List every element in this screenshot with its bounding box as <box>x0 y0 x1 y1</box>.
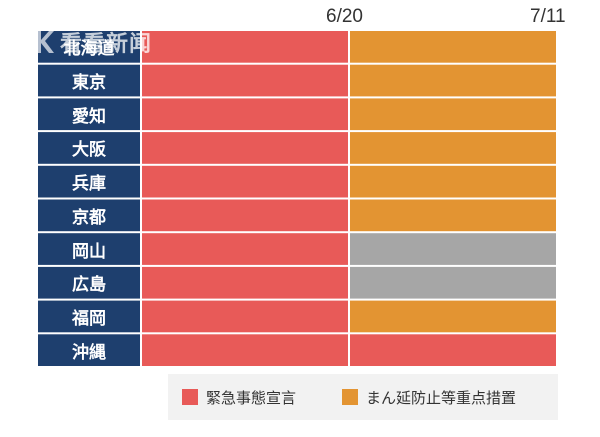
row-label-bg <box>38 300 140 333</box>
legend: 緊急事態宣言 まん延防止等重点措置 <box>168 374 558 420</box>
prefecture-label: 岡山 <box>72 241 106 262</box>
prefecture-label: 大阪 <box>72 140 106 161</box>
legend-item-priority: まん延防止等重点措置 <box>342 387 516 408</box>
prefecture-label: 京都 <box>72 207 106 228</box>
row-label-bg <box>38 199 140 232</box>
period-bar <box>142 300 348 333</box>
legend-swatch-priority <box>342 389 359 405</box>
period-bar <box>350 266 556 299</box>
row-label-bg <box>38 31 140 63</box>
period-bar <box>350 334 556 366</box>
period-bar <box>142 233 348 265</box>
prefecture-label: 兵庫 <box>72 174 106 195</box>
period-bar <box>350 64 556 97</box>
date-label-7-11: 7/11 <box>530 6 566 27</box>
date-label-6-20: 6/20 <box>326 6 363 27</box>
legend-item-emergency: 緊急事態宣言 <box>182 387 296 408</box>
period-bar <box>350 132 556 164</box>
legend-label-emergency: 緊急事態宣言 <box>206 388 297 407</box>
prefecture-label: 北海道 <box>63 39 115 60</box>
period-bar <box>142 132 348 164</box>
row-label-bg <box>38 233 140 265</box>
row-label-bg <box>38 334 140 366</box>
row-label-bg <box>38 132 140 164</box>
prefecture-label: 東京 <box>72 73 106 94</box>
row-label-bg <box>38 64 140 97</box>
period-bar <box>350 98 556 131</box>
legend-label-priority: まん延防止等重点措置 <box>366 388 517 407</box>
period-bar <box>142 266 348 299</box>
prefecture-label: 福岡 <box>72 308 106 329</box>
period-bar <box>142 199 348 232</box>
period-bar <box>142 64 348 97</box>
period-bar <box>142 98 348 131</box>
period-bar <box>350 199 556 232</box>
period-bar <box>350 31 556 63</box>
prefecture-label: 沖縄 <box>72 342 106 363</box>
period-bar <box>350 165 556 198</box>
period-bar <box>350 233 556 265</box>
row-label-bg <box>38 98 140 131</box>
period-bar <box>142 334 348 366</box>
prefecture-label: 広島 <box>72 275 106 296</box>
period-bar <box>142 165 348 198</box>
period-bar <box>142 31 348 63</box>
prefecture-label: 愛知 <box>72 106 106 127</box>
row-label-bg <box>38 165 140 198</box>
row-label-bg <box>38 266 140 299</box>
period-bar <box>350 300 556 333</box>
legend-swatch-emergency <box>182 389 198 405</box>
